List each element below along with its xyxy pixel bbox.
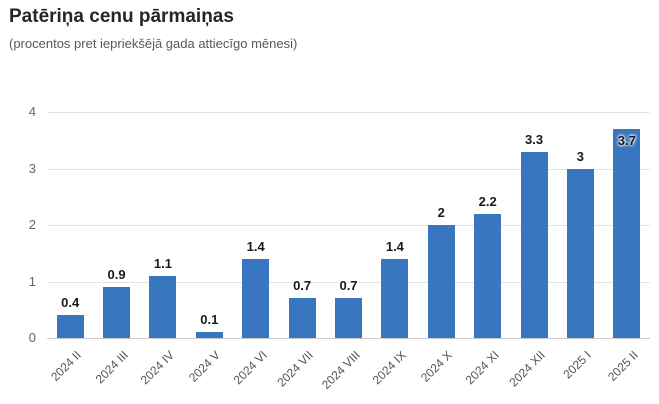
x-tick-label: 2024 VI [230, 348, 270, 388]
bar-2024-vi[interactable] [242, 258, 270, 338]
bar-2024-xii[interactable] [520, 151, 548, 338]
bar-2024-viii[interactable] [335, 298, 362, 338]
bar-2024-ix[interactable] [381, 258, 409, 338]
bar-2024-xi[interactable] [474, 213, 502, 338]
bar-value-label: 3.3 [524, 131, 544, 147]
chart-subtitle: (procentos pret iepriekšējā gada attiecī… [9, 36, 298, 51]
x-axis-line [47, 338, 650, 339]
y-tick-label: 2 [28, 217, 36, 232]
x-tick-label: 2025 II [604, 348, 641, 384]
x-tick-label: 2024 VII [274, 348, 317, 390]
bar-value-label: 0.7 [293, 278, 312, 294]
bar-value-label: 0.9 [107, 267, 126, 283]
bar-2024-ii[interactable] [56, 315, 84, 338]
bar-value-label: 0.1 [200, 312, 219, 328]
bar-value-label: 1.1 [153, 255, 172, 271]
gridline [47, 112, 650, 113]
bar-value-label: 3 [576, 148, 585, 164]
bar-2025-ii[interactable] [613, 128, 641, 338]
bar-2024-vii[interactable] [288, 298, 316, 338]
bar-value-label: 3.7 [617, 132, 636, 148]
bar-value-label: 2.2 [478, 193, 497, 209]
y-tick-label: 4 [28, 104, 36, 119]
y-tick-label: 1 [28, 273, 36, 289]
plot-area: 0.4 0.9 1.1 0.1 1.4 0.7 0.7 1.4 2 2.2 3.3 3 3.7 [47, 112, 650, 339]
bar-value-label: 2 [437, 205, 445, 220]
y-tick-label: 0 [28, 330, 36, 345]
x-tick-label: 2024 V [186, 348, 224, 385]
x-tick-label: 2024 X [418, 348, 456, 385]
bar-value-label: 1.4 [246, 238, 265, 254]
bar-2024-iii[interactable] [103, 287, 131, 338]
chart-title: Patēriņa cenu pārmaiņas [9, 6, 234, 27]
bar-value-label: 0.4 [61, 295, 80, 311]
x-tick-label: 2024 VIII [318, 348, 363, 392]
bar-2024-iv[interactable] [149, 275, 177, 338]
gridline [47, 281, 650, 283]
gridline [47, 225, 650, 226]
bar-2025-i[interactable] [566, 168, 594, 338]
x-tick-label: 2024 IX [369, 348, 409, 388]
x-tick-label: 2024 XII [506, 348, 548, 390]
bar-value-label: 1.4 [385, 238, 404, 254]
x-tick-label: 2024 IV [137, 348, 177, 388]
x-tick-label: 2025 I [560, 348, 595, 382]
x-tick-label: 2024 II [48, 348, 85, 384]
x-tick-label: 2024 XI [462, 348, 502, 388]
y-tick-label: 3 [28, 160, 36, 176]
x-tick-label: 2024 III [92, 348, 131, 387]
gridline [47, 168, 650, 170]
bar-2024-v[interactable] [195, 332, 223, 338]
bar-2024-x[interactable] [427, 225, 455, 338]
bar-value-label: 0.7 [339, 278, 358, 294]
